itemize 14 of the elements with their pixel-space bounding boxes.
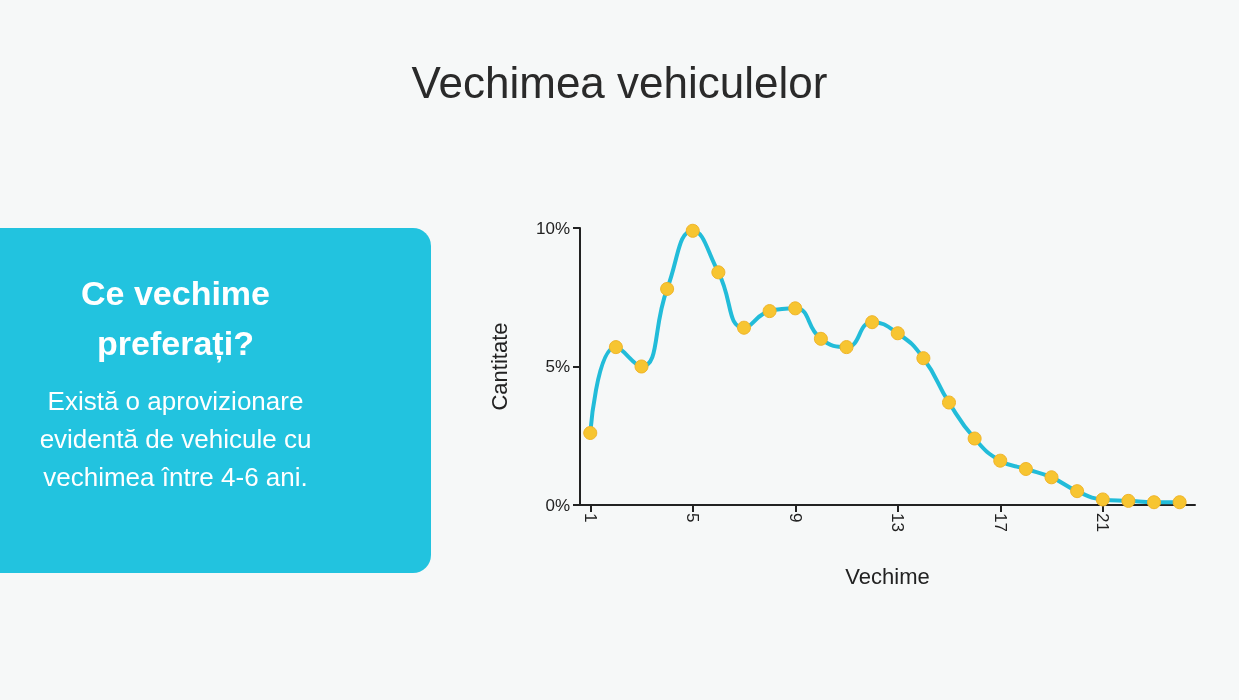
y-tick-label: 0% — [545, 495, 570, 515]
x-tick-label: 13 — [888, 513, 908, 532]
x-tick-label: 1 — [580, 513, 600, 523]
y-tick-label: 5% — [545, 357, 570, 376]
x-tick-label: 9 — [785, 513, 805, 523]
text: Există o aprovizionare evidentă de vehicule cu vechimea între 4-6 ani. — [38, 385, 313, 494]
text: Ce vechime preferați? — [80, 273, 271, 365]
x-tick-label: 5 — [683, 513, 703, 523]
y-tick-label: 10% — [535, 218, 570, 238]
chart-title: Vechimea vehiculelor — [411, 57, 828, 107]
x-tick-label: 17 — [990, 513, 1010, 532]
y-axis-title: Cantitate — [486, 322, 512, 411]
x-axis-title: Vechime — [845, 563, 930, 589]
x-tick-label: 21 — [1093, 513, 1113, 532]
